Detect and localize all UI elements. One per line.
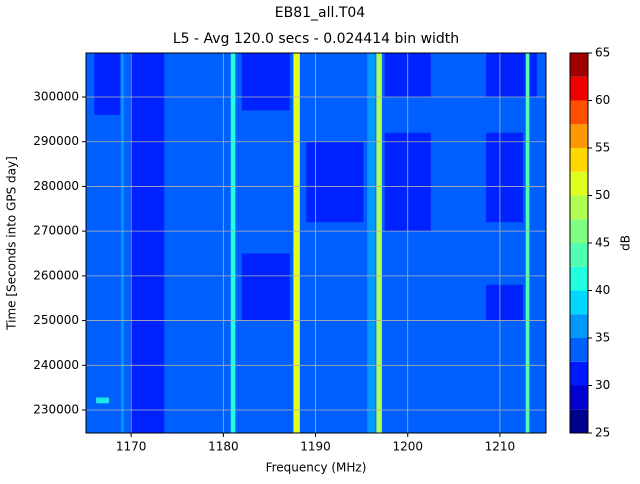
x-tick-label: 1170 — [116, 440, 147, 454]
heatmap-patch — [96, 397, 110, 404]
heatmap-stripe — [293, 53, 300, 433]
colorbar-tick-label: 40 — [595, 283, 610, 297]
y-tick-label: 300000 — [33, 90, 79, 104]
colorbar-segment — [570, 148, 588, 172]
colorbar-tick-label: 35 — [595, 331, 610, 345]
colorbar-segment — [570, 385, 588, 410]
heatmap-stripe — [230, 53, 236, 433]
colorbar-segment — [570, 76, 588, 101]
x-axis-label: Frequency (MHz) — [266, 461, 367, 475]
colorbar-segment — [570, 53, 588, 77]
colorbar-segment — [570, 124, 588, 148]
colorbar-label: dB — [619, 235, 633, 251]
y-tick-label: 250000 — [33, 313, 79, 327]
colorbar-tick-label: 60 — [595, 93, 610, 107]
y-tick-label: 280000 — [33, 179, 79, 193]
colorbar-tick-label: 25 — [595, 426, 610, 440]
x-tick-label: 1190 — [300, 440, 331, 454]
heatmap-stripe — [121, 53, 124, 433]
colorbar-tick-label: 50 — [595, 188, 610, 202]
colorbar-segment — [570, 290, 588, 315]
y-tick-label: 230000 — [33, 403, 79, 417]
colorbar-segment — [570, 361, 588, 386]
plot-frame — [85, 52, 547, 434]
chart-title: EB81_all.T04 — [275, 5, 366, 21]
y-tick-label: 270000 — [33, 224, 79, 238]
heatmap-patch — [130, 53, 165, 433]
colorbar-segment — [570, 338, 588, 362]
colorbar-segment — [570, 195, 588, 220]
colorbar-segment — [570, 219, 588, 243]
colorbar-segment — [570, 243, 588, 267]
heatmap-patch — [241, 253, 290, 321]
colorbar-segment — [570, 100, 588, 125]
colorbar-segment — [570, 314, 588, 338]
heatmap-patch — [94, 53, 121, 115]
heatmap-stripe — [376, 53, 382, 433]
x-tick-label: 1200 — [392, 440, 423, 454]
y-tick-label: 240000 — [33, 358, 79, 372]
chart-subtitle: L5 - Avg 120.0 secs - 0.024414 bin width — [173, 31, 459, 47]
y-axis-label: Time [Seconds into GPS day] — [5, 156, 19, 331]
colorbar-segment — [570, 171, 588, 196]
heatmap-stripe — [367, 53, 376, 433]
colorbar-tick-label: 45 — [595, 236, 610, 250]
x-tick-label: 1210 — [485, 440, 516, 454]
colorbar-tick-label: 65 — [595, 46, 610, 60]
y-tick-label: 260000 — [33, 268, 79, 282]
y-tick-label: 290000 — [33, 134, 79, 148]
heatmap-patch — [486, 284, 523, 321]
heatmap-patch — [306, 141, 364, 223]
colorbar-segment — [570, 266, 588, 291]
colorbar-tick-label: 30 — [595, 378, 610, 392]
x-tick-label: 1180 — [208, 440, 239, 454]
colorbar-segment — [570, 409, 588, 433]
heatmap-patch — [486, 132, 523, 223]
heatmap-patch — [241, 53, 290, 111]
colorbar-tick-label: 55 — [595, 141, 610, 155]
heatmap-stripe — [525, 53, 530, 433]
